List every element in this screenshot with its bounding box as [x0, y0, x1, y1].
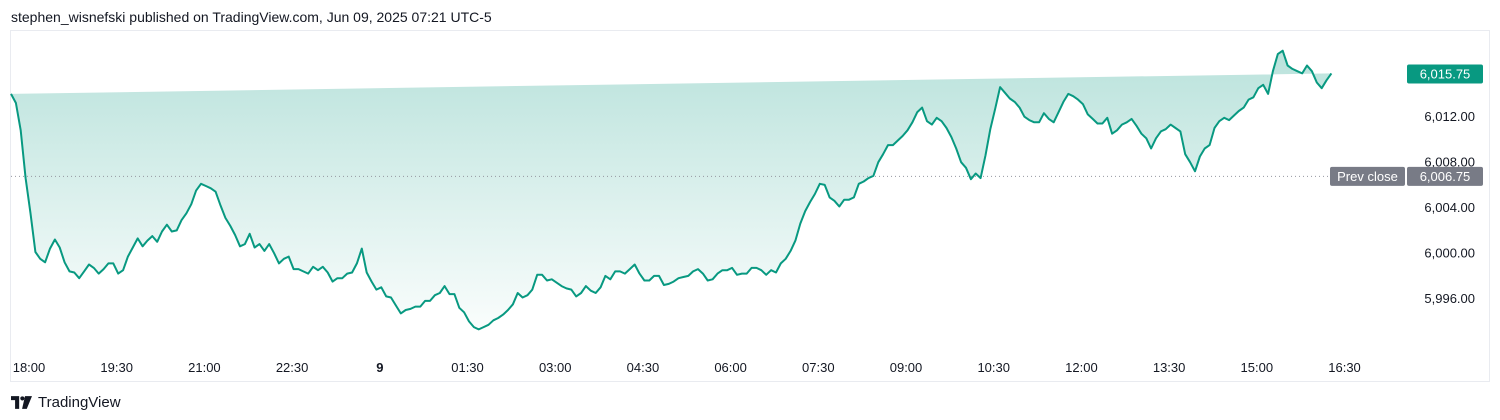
x-tick-label: 09:00 [890, 360, 923, 375]
x-tick-label: 19:30 [100, 360, 133, 375]
tradingview-brand: TradingView [38, 393, 121, 411]
y-tick-label: 5,996.00 [1424, 291, 1475, 306]
x-tick-label: 21:00 [188, 360, 221, 375]
y-tick-label: 6,008.00 [1424, 155, 1475, 170]
prev-close-value-label: 6,006.75 [1420, 169, 1471, 184]
last-price-badge [1407, 64, 1483, 84]
price-chart[interactable]: 6,012.00 6,008.00 6,004.00 6,000.00 5,996.00… [0, 0, 1500, 390]
price-area [11, 50, 1332, 330]
y-tick-label: 6,012.00 [1424, 109, 1475, 124]
x-tick-label: 01:30 [451, 360, 484, 375]
footer: TradingView [11, 392, 121, 412]
x-tick-label: 04:30 [627, 360, 660, 375]
y-tick-label: 6,004.00 [1424, 200, 1475, 215]
x-tick-label: 15:00 [1241, 360, 1274, 375]
x-tick-label: 07:30 [802, 360, 835, 375]
last-price-label: 6,015.75 [1420, 67, 1471, 82]
x-tick-label: 16:30 [1328, 360, 1361, 375]
prev-close-tag [1330, 166, 1405, 186]
price-line [10, 49, 1333, 331]
x-tick-label: 18:00 [13, 360, 46, 375]
x-tick-label: 9 [376, 360, 383, 375]
prev-close-badge [1407, 166, 1483, 186]
x-tick-label: 06:00 [714, 360, 747, 375]
y-tick-label: 6,000.00 [1424, 246, 1475, 261]
x-tick-label: 22:30 [276, 360, 309, 375]
x-tick-label: 03:00 [539, 360, 572, 375]
tradingview-logo-icon [11, 395, 32, 409]
x-tick-label: 12:00 [1065, 360, 1098, 375]
chart-frame [10, 30, 1490, 382]
publish-header: stephen_wisnefski published on TradingVi… [11, 9, 492, 25]
x-tick-label: 10:30 [977, 360, 1010, 375]
x-tick-label: 13:30 [1153, 360, 1186, 375]
prev-close-tag-label: Prev close [1337, 169, 1398, 184]
